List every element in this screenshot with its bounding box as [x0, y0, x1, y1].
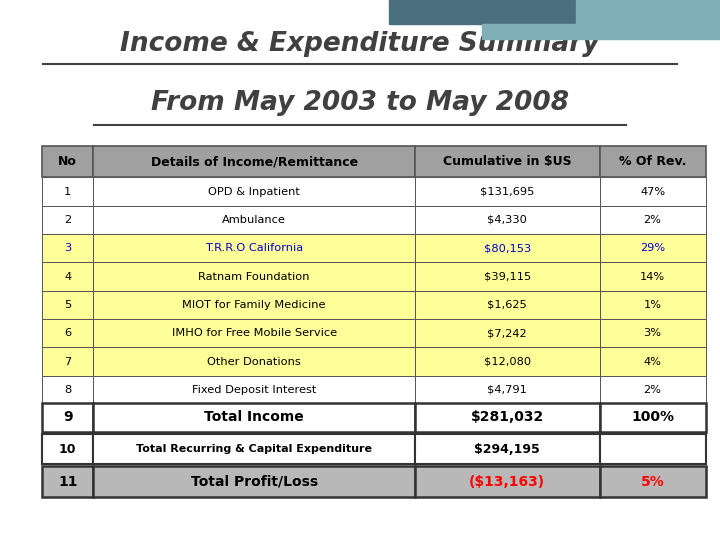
Bar — [415, 262, 600, 291]
Bar — [415, 291, 600, 319]
Bar — [42, 467, 94, 497]
Bar — [42, 146, 94, 178]
Text: IMHO for Free Mobile Service: IMHO for Free Mobile Service — [171, 328, 337, 338]
Bar — [600, 403, 706, 433]
Text: 8: 8 — [64, 385, 71, 395]
Text: Income & Expenditure Summary: Income & Expenditure Summary — [120, 31, 600, 57]
Bar — [94, 467, 415, 497]
Bar — [415, 403, 600, 433]
Bar — [94, 291, 415, 319]
Bar — [600, 262, 706, 291]
Text: 7: 7 — [64, 356, 71, 367]
Text: $7,242: $7,242 — [487, 328, 527, 338]
Bar — [600, 434, 706, 464]
Text: 2: 2 — [64, 215, 71, 225]
Text: Total Income: Total Income — [204, 410, 304, 424]
Text: 47%: 47% — [640, 187, 665, 197]
Bar — [94, 319, 415, 347]
Bar — [415, 347, 600, 376]
Bar — [415, 434, 600, 464]
Text: 14%: 14% — [640, 272, 665, 281]
Bar — [600, 291, 706, 319]
Bar — [600, 347, 706, 376]
Bar — [42, 206, 94, 234]
Text: Total Profit/Loss: Total Profit/Loss — [191, 475, 318, 489]
Bar — [415, 467, 600, 497]
Bar — [415, 319, 600, 347]
Bar — [600, 206, 706, 234]
Text: 11: 11 — [58, 475, 78, 489]
Text: 9: 9 — [63, 410, 73, 424]
Bar — [94, 178, 415, 206]
Text: MIOT for Family Medicine: MIOT for Family Medicine — [182, 300, 326, 310]
Text: 4: 4 — [64, 272, 71, 281]
Bar — [600, 467, 706, 497]
Bar — [94, 347, 415, 376]
Bar — [94, 376, 415, 404]
Text: Other Donations: Other Donations — [207, 356, 301, 367]
Text: 100%: 100% — [631, 410, 674, 424]
Bar — [600, 376, 706, 404]
Text: 2%: 2% — [644, 215, 662, 225]
Text: $39,115: $39,115 — [484, 272, 531, 281]
Bar — [94, 403, 415, 433]
Text: 3: 3 — [64, 243, 71, 253]
Text: % Of Rev.: % Of Rev. — [619, 155, 686, 168]
Text: Ambulance: Ambulance — [222, 215, 286, 225]
Text: 5%: 5% — [641, 475, 665, 489]
Text: From May 2003 to May 2008: From May 2003 to May 2008 — [151, 91, 569, 117]
Text: Ratnam Foundation: Ratnam Foundation — [199, 272, 310, 281]
Text: 3%: 3% — [644, 328, 662, 338]
Text: 4%: 4% — [644, 356, 662, 367]
Bar — [42, 347, 94, 376]
Text: 5: 5 — [64, 300, 71, 310]
Bar — [600, 146, 706, 178]
Bar — [415, 376, 600, 404]
Bar — [94, 262, 415, 291]
Bar — [415, 206, 600, 234]
Text: 1%: 1% — [644, 300, 662, 310]
Text: Total Recurring & Capital Expenditure: Total Recurring & Capital Expenditure — [136, 444, 372, 454]
Bar — [42, 403, 94, 433]
Text: 2%: 2% — [644, 385, 662, 395]
Bar — [94, 146, 415, 178]
Bar — [600, 234, 706, 262]
Text: OPD & Inpatient: OPD & Inpatient — [208, 187, 300, 197]
Text: 1: 1 — [64, 187, 71, 197]
Text: No: No — [58, 155, 77, 168]
Text: 6: 6 — [64, 328, 71, 338]
Bar — [42, 434, 94, 464]
Bar — [42, 234, 94, 262]
Text: $1,625: $1,625 — [487, 300, 527, 310]
Text: $80,153: $80,153 — [484, 243, 531, 253]
Text: Details of Income/Remittance: Details of Income/Remittance — [150, 155, 358, 168]
Bar — [42, 262, 94, 291]
Text: $12,080: $12,080 — [484, 356, 531, 367]
Bar — [600, 319, 706, 347]
Bar — [42, 319, 94, 347]
Bar — [42, 291, 94, 319]
Bar — [94, 206, 415, 234]
Bar — [42, 376, 94, 404]
Text: 29%: 29% — [640, 243, 665, 253]
Text: ($13,163): ($13,163) — [469, 475, 545, 489]
Bar — [600, 178, 706, 206]
Bar — [415, 178, 600, 206]
Text: $4,791: $4,791 — [487, 385, 527, 395]
Text: T.R.R.O California: T.R.R.O California — [205, 243, 303, 253]
Text: $294,195: $294,195 — [474, 443, 540, 456]
Text: 10: 10 — [59, 443, 76, 456]
Text: $131,695: $131,695 — [480, 187, 534, 197]
Bar — [415, 234, 600, 262]
Text: Cumulative in $US: Cumulative in $US — [443, 155, 572, 168]
Text: Fixed Deposit Interest: Fixed Deposit Interest — [192, 385, 316, 395]
Text: $4,330: $4,330 — [487, 215, 527, 225]
Bar — [42, 178, 94, 206]
Bar — [94, 234, 415, 262]
Bar — [415, 146, 600, 178]
Bar — [94, 434, 415, 464]
Text: $281,032: $281,032 — [471, 410, 544, 424]
